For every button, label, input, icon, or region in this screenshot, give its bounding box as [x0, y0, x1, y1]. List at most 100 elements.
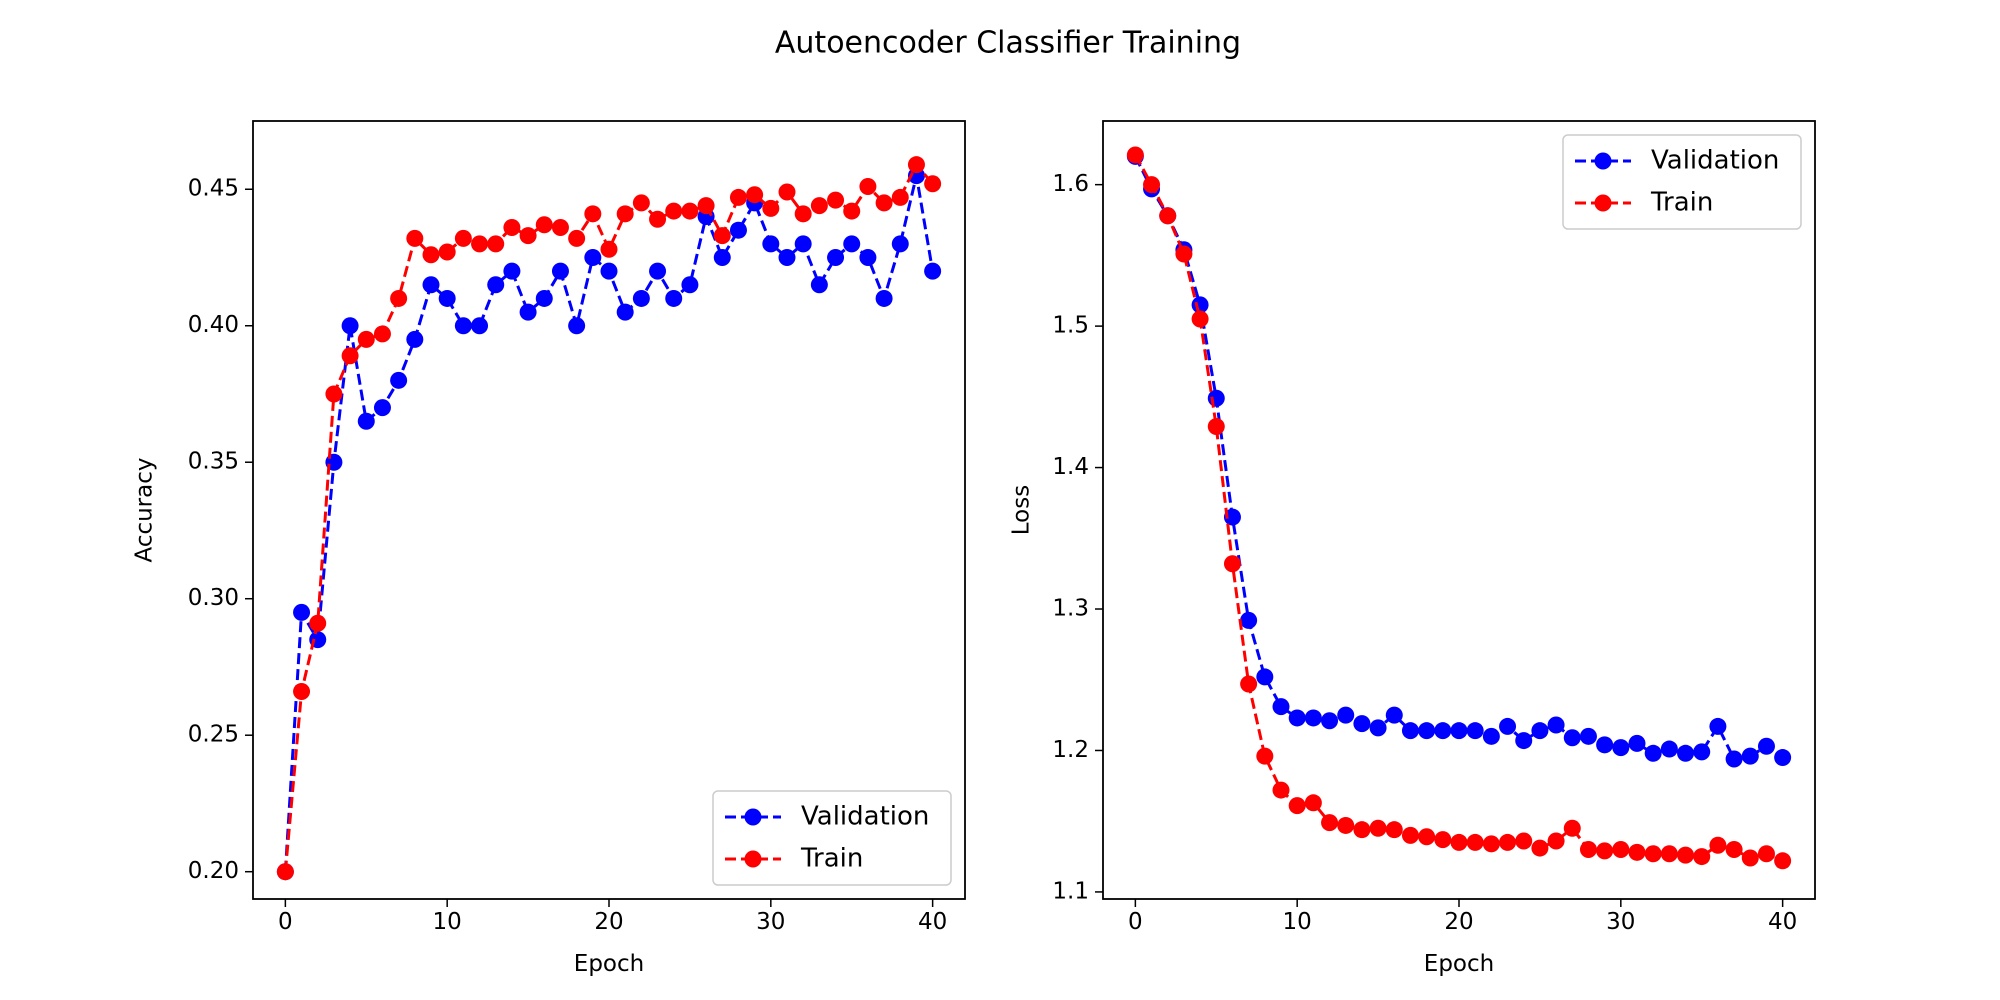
x-tick-label: 40	[1768, 909, 1797, 935]
data-point-train	[438, 243, 456, 261]
data-point-train	[1207, 418, 1225, 436]
data-point-train	[924, 175, 942, 193]
data-point-train	[373, 325, 391, 343]
data-point-train	[1515, 832, 1533, 850]
plot-frame	[252, 120, 966, 900]
data-point-train	[1563, 819, 1581, 837]
y-tick-label: 1.4	[1052, 454, 1089, 480]
data-point-validation	[1677, 744, 1695, 762]
data-point-train	[1385, 821, 1403, 839]
data-point-train	[762, 199, 780, 217]
data-point-validation	[1579, 727, 1597, 745]
legend-marker-validation	[744, 808, 762, 826]
figure-title: Autoencoder Classifier Training	[775, 26, 1241, 61]
data-point-train	[1337, 816, 1355, 834]
data-point-validation	[1256, 668, 1274, 686]
data-point-train	[276, 863, 294, 881]
data-point-train	[794, 205, 812, 223]
legend: Validation Train	[1562, 134, 1802, 230]
data-point-train	[729, 188, 747, 206]
data-point-validation	[406, 330, 424, 348]
data-point-train	[1660, 845, 1678, 863]
data-point-validation	[1223, 508, 1241, 526]
data-point-validation	[827, 248, 845, 266]
data-point-train	[1596, 842, 1614, 860]
legend-marker-train	[1594, 194, 1612, 212]
data-point-train	[1450, 833, 1468, 851]
series-train	[1126, 146, 1792, 870]
data-point-train	[600, 240, 618, 258]
data-point-train	[1547, 832, 1565, 850]
x-tick-label: 20	[1444, 909, 1473, 935]
data-point-validation	[422, 276, 440, 294]
data-point-train	[1159, 207, 1177, 225]
data-point-train	[1240, 675, 1258, 693]
x-tick-label: 10	[433, 909, 462, 935]
legend-marker-validation	[1594, 152, 1612, 170]
data-point-train	[697, 197, 715, 215]
data-point-train	[1143, 176, 1161, 194]
data-point-validation	[665, 289, 683, 307]
data-point-validation	[1304, 709, 1322, 727]
data-point-validation	[1240, 611, 1258, 629]
data-point-train	[309, 614, 327, 632]
data-point-validation	[1401, 722, 1419, 740]
data-point-validation	[1547, 716, 1565, 734]
data-point-validation	[503, 262, 521, 280]
data-point-validation	[649, 262, 667, 280]
legend-label-train: Train	[1650, 188, 1713, 218]
chart-panel-loss: 0 10 20 30 40 1.1 1.2 1.3 1.4 1.5 1.6 Epoch Loss Vali…	[1009, 120, 1816, 977]
y-tick-label: 1.5	[1052, 313, 1089, 339]
data-point-validation	[390, 371, 408, 389]
data-point-validation	[471, 317, 489, 335]
data-point-validation	[1660, 740, 1678, 758]
data-point-validation	[681, 276, 699, 294]
y-axis-label: Accuracy	[132, 457, 158, 562]
data-point-validation	[1207, 389, 1225, 407]
data-point-validation	[487, 276, 505, 294]
data-point-train	[390, 289, 408, 307]
data-point-train	[1612, 840, 1630, 858]
data-point-validation	[875, 289, 893, 307]
data-point-train	[293, 683, 311, 701]
y-tick-label: 0.35	[188, 449, 239, 475]
data-point-train	[454, 229, 472, 247]
data-point-validation	[357, 412, 375, 430]
data-point-validation	[600, 262, 618, 280]
data-point-validation	[924, 262, 942, 280]
data-point-train	[1741, 849, 1759, 867]
legend-box	[1562, 134, 1802, 230]
x-tick-label: 10	[1283, 909, 1312, 935]
data-point-validation	[1563, 729, 1581, 747]
data-point-validation	[1499, 717, 1517, 735]
data-point-validation	[1369, 719, 1387, 737]
data-point-validation	[1337, 706, 1355, 724]
y-tick-label: 1.6	[1052, 171, 1089, 197]
data-point-train	[1191, 310, 1209, 328]
data-point-validation	[535, 289, 553, 307]
y-tick-label: 0.25	[188, 722, 239, 748]
data-point-validation	[843, 235, 861, 253]
data-point-validation	[293, 603, 311, 621]
data-point-train	[1272, 781, 1290, 799]
data-point-validation	[616, 303, 634, 321]
data-point-train	[875, 194, 893, 212]
data-point-validation	[859, 248, 877, 266]
data-point-train	[1499, 833, 1517, 851]
data-point-train	[551, 218, 569, 236]
chart-panel-accuracy: 0 10 20 30 40 0.20 0.25 0.30 0.35 0.40 0.45 Epoch Ac…	[132, 120, 966, 977]
data-point-train	[1223, 555, 1241, 573]
data-point-train	[487, 235, 505, 253]
data-point-validation	[341, 317, 359, 335]
y-axis-label: Loss	[1009, 485, 1035, 535]
data-point-validation	[794, 235, 812, 253]
series-validation	[276, 167, 942, 881]
data-point-train	[1466, 833, 1484, 851]
data-point-train	[535, 216, 553, 234]
data-point-train	[681, 202, 699, 220]
data-point-train	[503, 218, 521, 236]
data-point-train	[843, 202, 861, 220]
series-validation	[1126, 147, 1792, 768]
data-point-train	[1126, 146, 1144, 164]
data-point-train	[568, 229, 586, 247]
